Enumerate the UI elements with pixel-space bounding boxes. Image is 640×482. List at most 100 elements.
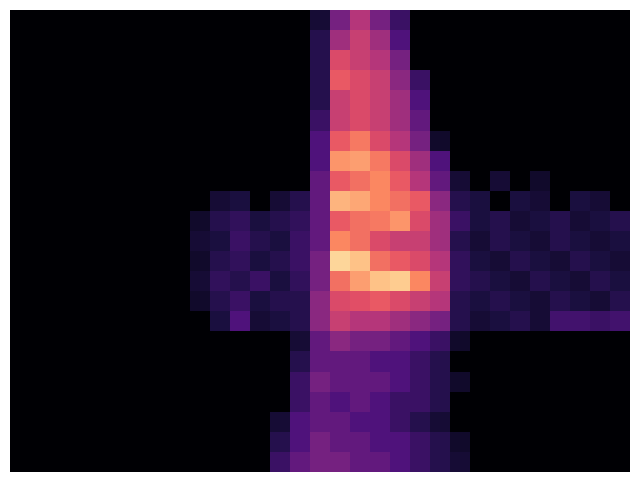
heat-cell xyxy=(290,331,311,352)
heat-cell xyxy=(570,432,591,453)
heat-cell xyxy=(410,70,431,91)
heat-cell xyxy=(90,70,111,91)
heat-cell xyxy=(90,171,111,192)
heat-cell xyxy=(290,452,311,472)
heat-cell xyxy=(190,351,211,372)
heat-cell xyxy=(430,372,451,393)
heat-cell xyxy=(310,311,331,332)
heat-cell xyxy=(90,351,111,372)
heat-cell xyxy=(370,171,391,192)
heat-cell xyxy=(410,372,431,393)
heat-cell xyxy=(290,110,311,131)
heat-cell xyxy=(290,291,311,312)
heat-cell xyxy=(590,392,611,413)
heat-cell xyxy=(70,251,91,272)
heat-cell xyxy=(170,211,191,232)
heat-cell xyxy=(370,10,391,31)
heat-cell xyxy=(590,10,611,31)
heat-cell xyxy=(570,171,591,192)
heat-cell xyxy=(450,351,471,372)
heat-cell xyxy=(50,412,71,433)
heat-cell xyxy=(50,211,71,232)
heat-cell xyxy=(330,211,351,232)
heat-cell xyxy=(410,392,431,413)
heat-cell xyxy=(250,432,271,453)
heat-cell xyxy=(190,251,211,272)
heat-cell xyxy=(110,412,131,433)
heat-cell xyxy=(110,331,131,352)
heat-cell xyxy=(490,90,511,111)
heat-cell xyxy=(350,311,371,332)
heat-cell xyxy=(170,432,191,453)
heat-cell xyxy=(590,211,611,232)
heat-cell xyxy=(130,191,151,212)
heat-cell xyxy=(530,231,551,252)
heat-cell xyxy=(610,432,630,453)
heat-cell xyxy=(550,251,571,272)
heat-cell xyxy=(330,191,351,212)
heat-cell xyxy=(10,412,31,433)
heat-cell xyxy=(410,231,431,252)
heat-cell xyxy=(310,110,331,131)
heat-cell xyxy=(350,251,371,272)
heat-cell xyxy=(350,412,371,433)
heat-cell xyxy=(10,251,31,272)
heat-cell xyxy=(590,151,611,172)
heat-cell xyxy=(270,452,291,472)
heat-cell xyxy=(30,452,51,472)
heat-cell xyxy=(450,331,471,352)
heat-cell xyxy=(30,30,51,51)
heat-cell xyxy=(450,70,471,91)
heat-cell xyxy=(190,90,211,111)
heat-cell xyxy=(230,211,251,232)
heat-cell xyxy=(490,432,511,453)
heat-cell xyxy=(30,171,51,192)
heat-cell xyxy=(550,231,571,252)
heat-cell xyxy=(470,452,491,472)
heat-cell xyxy=(190,432,211,453)
heat-cell xyxy=(590,231,611,252)
heat-cell xyxy=(550,452,571,472)
heat-cell xyxy=(130,291,151,312)
heat-cell xyxy=(30,10,51,31)
heat-cell xyxy=(470,412,491,433)
heat-cell xyxy=(590,110,611,131)
heat-cell xyxy=(450,191,471,212)
heat-cell xyxy=(190,372,211,393)
heat-cell xyxy=(270,50,291,71)
heat-cell xyxy=(130,10,151,31)
heat-cell xyxy=(370,372,391,393)
heat-cell xyxy=(270,90,291,111)
heat-cell xyxy=(110,452,131,472)
heat-cell xyxy=(310,331,331,352)
heat-cell xyxy=(510,452,531,472)
heat-cell xyxy=(590,50,611,71)
heat-cell xyxy=(390,151,411,172)
heat-cell xyxy=(130,151,151,172)
heat-cell xyxy=(390,131,411,152)
heat-cell xyxy=(510,171,531,192)
heat-cell xyxy=(310,191,331,212)
heat-cell xyxy=(430,171,451,192)
heat-cell xyxy=(270,412,291,433)
heat-cell xyxy=(170,171,191,192)
heat-cell xyxy=(430,211,451,232)
heat-cell xyxy=(130,50,151,71)
heat-cell xyxy=(390,351,411,372)
heat-cell xyxy=(550,331,571,352)
heat-cell xyxy=(450,110,471,131)
heat-cell xyxy=(50,452,71,472)
heat-cell xyxy=(270,131,291,152)
heat-cell xyxy=(130,110,151,131)
heat-cell xyxy=(350,191,371,212)
heat-cell xyxy=(50,392,71,413)
heat-cell xyxy=(290,171,311,192)
heat-cell xyxy=(570,291,591,312)
heat-cell xyxy=(330,10,351,31)
heat-cell xyxy=(530,191,551,212)
heat-cell xyxy=(270,171,291,192)
heat-cell xyxy=(510,331,531,352)
heat-cell xyxy=(190,291,211,312)
heat-cell xyxy=(470,171,491,192)
heat-cell xyxy=(570,90,591,111)
